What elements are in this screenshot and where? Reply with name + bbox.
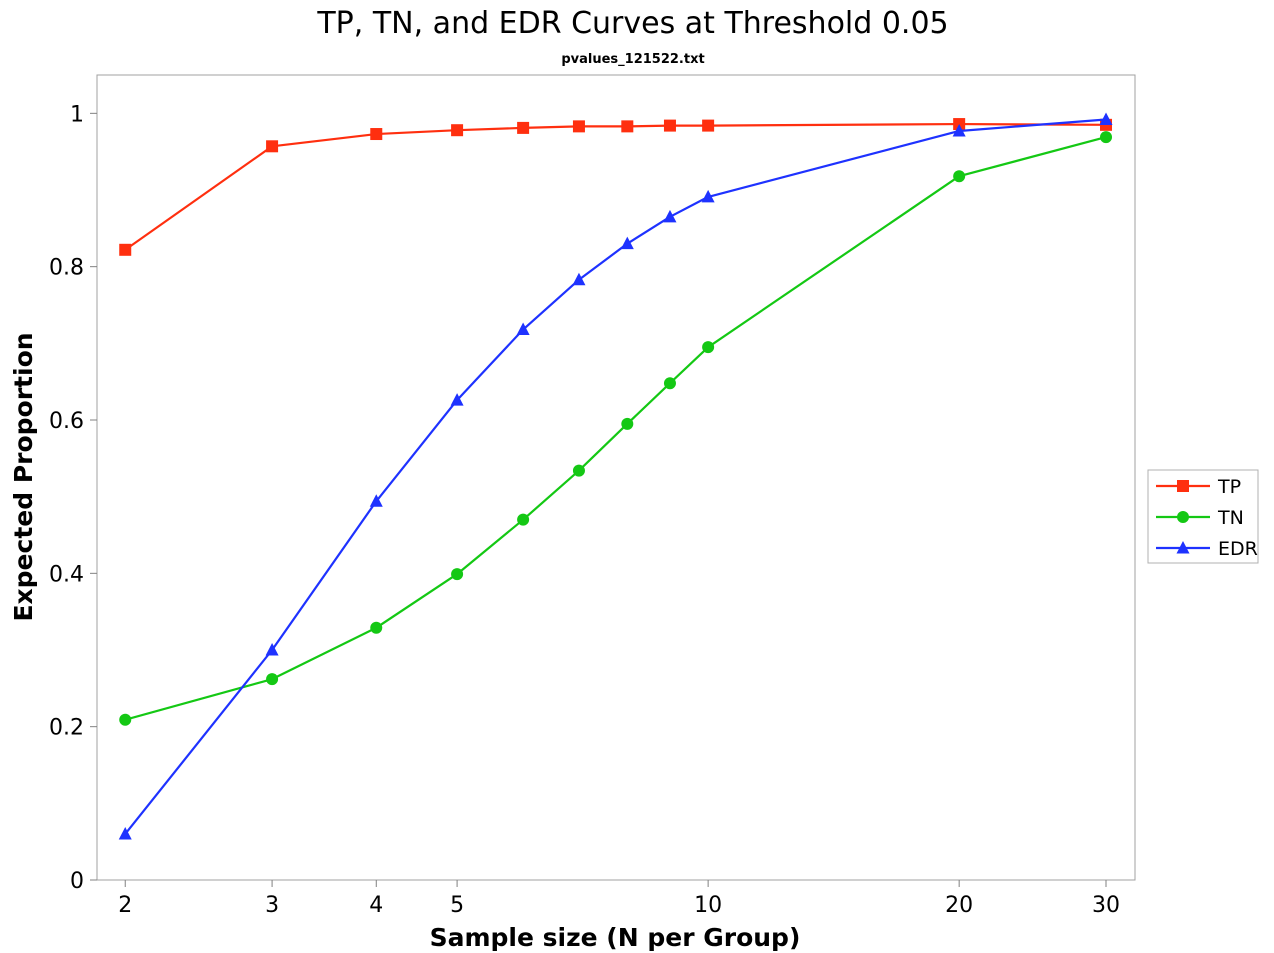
legend-item-tp-label: TP xyxy=(1217,476,1241,498)
tn-series-marker xyxy=(517,513,530,526)
legend-item-edr-marker xyxy=(1176,541,1190,554)
y-tick-label: 0 xyxy=(70,869,84,894)
tp-series-marker xyxy=(370,128,383,141)
edr-series-marker xyxy=(450,393,464,406)
tp-series-marker xyxy=(621,120,634,133)
tp-series-marker xyxy=(702,119,715,132)
x-tick-label: 2 xyxy=(118,893,132,918)
y-tick-label: 0.4 xyxy=(49,562,84,587)
x-tick-label: 10 xyxy=(694,893,722,918)
y-tick-label: 1 xyxy=(70,102,84,127)
tp-series-marker xyxy=(266,140,279,153)
x-tick-label: 4 xyxy=(369,893,383,918)
edr-series-marker xyxy=(369,494,383,507)
tn-series-marker xyxy=(1100,131,1113,144)
y-tick-label: 0.6 xyxy=(49,409,84,434)
tp-series-marker xyxy=(572,120,585,133)
chart-title: TP, TN, and EDR Curves at Threshold 0.05 xyxy=(316,6,948,41)
edr-series-marker xyxy=(663,209,677,223)
legend-item-tp-marker xyxy=(1177,480,1189,492)
legend-item-tn-marker xyxy=(1177,511,1189,523)
tp-series-marker xyxy=(663,119,676,132)
y-axis: 0 0.2 0.4 0.6 0.8 1 xyxy=(49,102,97,894)
series-layer xyxy=(118,112,1113,840)
tp-series-marker xyxy=(119,243,132,256)
y-tick-label: 0.8 xyxy=(49,256,84,281)
chart-subtitle: pvalues_121522.txt xyxy=(561,52,704,67)
legend-item-edr: EDR xyxy=(1156,538,1258,560)
legend-item-tn: TN xyxy=(1156,507,1244,529)
edr-series-marker xyxy=(620,236,634,250)
y-tick-label: 0.2 xyxy=(49,716,84,741)
plot-area xyxy=(96,74,1136,881)
edr-series-marker xyxy=(265,643,279,656)
edr-series xyxy=(118,112,1113,840)
tn-series-marker xyxy=(663,377,676,390)
x-tick-label: 3 xyxy=(265,893,279,918)
y-axis-label: Expected Proportion xyxy=(9,332,38,621)
tp-series-marker xyxy=(517,121,530,134)
tn-series-marker xyxy=(702,341,715,354)
tn-series-marker xyxy=(370,621,383,634)
edr-series-marker xyxy=(701,189,715,203)
tn-series xyxy=(119,131,1113,726)
legend-item-tp: TP xyxy=(1156,476,1241,498)
edr-series-marker xyxy=(516,322,530,336)
edr-series-marker xyxy=(952,123,966,137)
x-tick-label: 30 xyxy=(1092,893,1120,918)
tn-series-marker xyxy=(953,170,966,183)
x-axis-label: Sample size (N per Group) xyxy=(430,923,801,952)
edr-series-marker xyxy=(118,827,132,840)
edr-series-marker xyxy=(1099,112,1113,125)
tn-series-marker xyxy=(621,417,634,430)
edr-series-marker xyxy=(572,272,586,286)
x-tick-label: 20 xyxy=(945,893,973,918)
x-axis: 2 3 4 5 10 20 30 xyxy=(118,880,1120,918)
legend: TP TN EDR xyxy=(1147,469,1259,564)
tn-series-marker xyxy=(451,568,464,581)
legend-item-edr-label: EDR xyxy=(1218,538,1258,560)
tp-series-marker xyxy=(451,124,464,137)
tn-series-marker xyxy=(572,464,585,477)
tn-series-marker xyxy=(119,713,132,726)
tn-series-marker xyxy=(266,673,279,686)
x-tick-label: 5 xyxy=(450,893,464,918)
legend-item-tn-label: TN xyxy=(1217,507,1244,529)
